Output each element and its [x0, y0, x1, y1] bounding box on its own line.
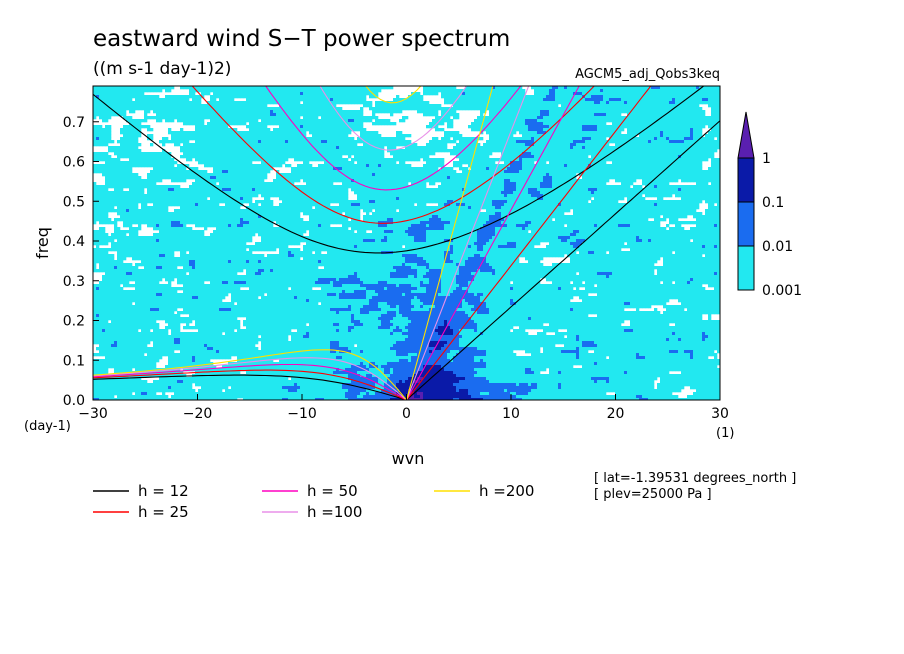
- igw-curve-h25: [191, 86, 595, 224]
- igw-curve-h200: [365, 86, 422, 104]
- x-tick-label: 0: [402, 406, 411, 422]
- kelvin-curve-h50: [406, 86, 580, 400]
- kelvin-curve-h200: [405, 86, 494, 400]
- igw-curve-h100: [319, 86, 468, 151]
- legend: h = 12 h = 25 h = 50 h =100 h =200: [93, 482, 534, 521]
- rossby-curve-h100: [93, 357, 407, 400]
- legend-label: h = 12: [138, 482, 189, 500]
- y-tick-label: 0.0: [63, 393, 85, 409]
- info-lat: [ lat=-1.39531 degrees_north ]: [594, 471, 796, 486]
- rossby-curve-h200: [93, 349, 407, 400]
- colorbar-label: 1: [762, 151, 771, 167]
- kelvin-curve-h12: [406, 120, 720, 400]
- dispersion-curves: [93, 86, 720, 400]
- x-tick-label: −30: [78, 406, 108, 422]
- colorbar-segment: [737, 157, 755, 203]
- igw-curve-h50: [265, 86, 522, 191]
- legend-label: h =100: [307, 503, 362, 521]
- legend-label: h = 25: [138, 503, 189, 521]
- x-tick-label: 30: [711, 406, 729, 422]
- colorbar: 1 0.1 0.01 0.001: [737, 111, 802, 299]
- y-axis: 0.0 0.1 0.2 0.3 0.4 0.5 0.6 0.7: [63, 115, 99, 409]
- y-tick-label: 0.3: [63, 274, 85, 290]
- y-axis-label: freq: [33, 227, 52, 259]
- colorbar-label: 0.001: [762, 283, 802, 299]
- y-tick-label: 0.2: [63, 314, 85, 330]
- colorbar-extend: [737, 111, 755, 159]
- chart-units: ((m s-1 day-1)2): [93, 59, 231, 79]
- kelvin-curve-h25: [406, 86, 652, 400]
- x-tick-label: 20: [607, 406, 625, 422]
- legend-label: h = 50: [307, 482, 358, 500]
- x-axis-label: wvn: [392, 449, 425, 468]
- y-tick-label: 0.5: [63, 194, 85, 210]
- model-name: AGCM5_adj_Qobs3keq: [575, 67, 720, 82]
- colorbar-label: 0.01: [762, 239, 793, 255]
- x-tick-label: 10: [502, 406, 520, 422]
- rossby-curve-h25: [93, 369, 407, 400]
- y-tick-label: 0.7: [63, 115, 85, 131]
- x-tick-label: −20: [183, 406, 213, 422]
- y-tick-label: 0.1: [63, 353, 85, 369]
- colorbar-segment: [737, 201, 755, 247]
- kelvin-curve-h100: [405, 86, 530, 400]
- x-axis-unit: (1): [716, 426, 734, 441]
- colorbar-label: 0.1: [762, 195, 784, 211]
- x-tick-label: −10: [287, 406, 317, 422]
- y-tick-label: 0.6: [63, 155, 85, 171]
- legend-label: h =200: [479, 482, 534, 500]
- y-axis-unit: (day-1): [24, 419, 71, 434]
- colorbar-segment: [737, 245, 755, 291]
- igw-curve-h12: [93, 86, 705, 254]
- rossby-curve-h50: [93, 363, 407, 400]
- rossby-curve-h12: [93, 374, 407, 400]
- chart-title: eastward wind S−T power spectrum: [93, 26, 510, 52]
- y-tick-label: 0.4: [63, 234, 85, 250]
- info-plev: [ plev=25000 Pa ]: [594, 487, 712, 502]
- x-axis: −30 −20 −10 0 10 20 30: [78, 394, 729, 422]
